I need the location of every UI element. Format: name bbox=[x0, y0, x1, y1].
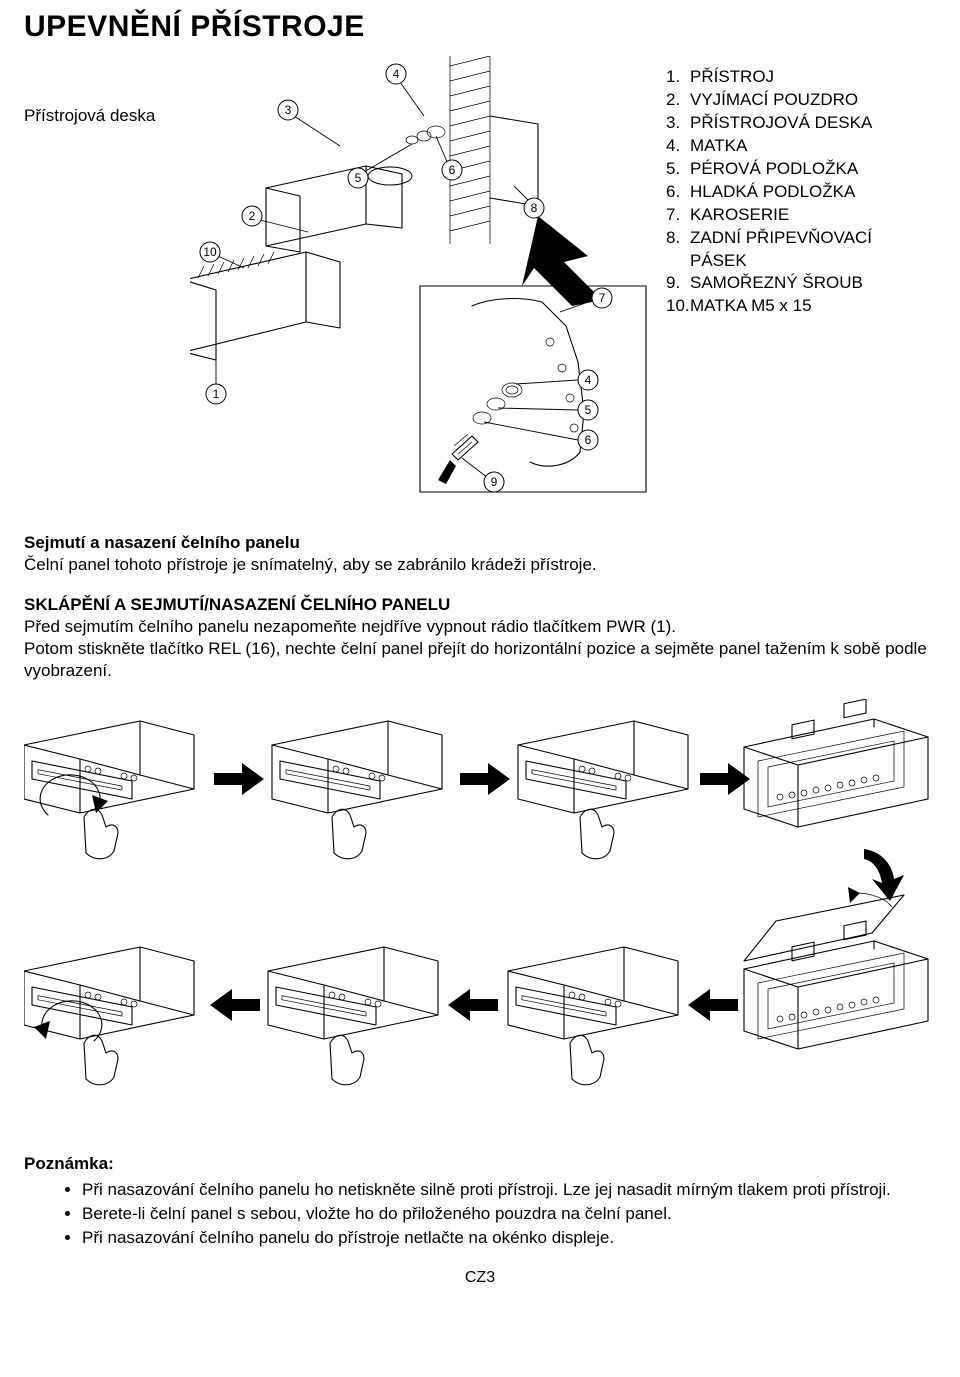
removal-body: Čelní panel tohoto přístroje je snímatel… bbox=[24, 554, 936, 576]
svg-text:5: 5 bbox=[355, 171, 362, 185]
svg-text:8: 8 bbox=[531, 201, 538, 215]
page-footer: CZ3 bbox=[24, 1269, 936, 1287]
page-title: UPEVNĚNÍ PŘÍSTROJE bbox=[24, 10, 936, 44]
svg-text:7: 7 bbox=[599, 291, 606, 305]
folding-body1: Před sejmutím čelního panelu nezapomeňte… bbox=[24, 616, 936, 638]
svg-text:6: 6 bbox=[449, 163, 456, 177]
folding-heading: SKLÁPĚNÍ A SEJMUTÍ/NASAZENÍ ČELNÍHO PANE… bbox=[24, 594, 936, 616]
sequence-diagram bbox=[24, 699, 936, 1129]
svg-text:3: 3 bbox=[285, 103, 292, 117]
diagram-left-label: Přístrojová deska bbox=[24, 56, 174, 126]
installation-diagram: 1 2 3 4 5 6 8 10 7 4 5 6 bbox=[190, 56, 650, 496]
svg-text:4: 4 bbox=[393, 67, 400, 81]
svg-text:9: 9 bbox=[491, 475, 498, 489]
svg-text:10: 10 bbox=[203, 245, 217, 259]
callout-group-main: 1 2 3 4 5 6 8 10 bbox=[200, 64, 544, 404]
svg-text:4: 4 bbox=[585, 373, 592, 387]
section-removal: Sejmutí a nasazení čelního panelu Čelní … bbox=[24, 532, 936, 576]
note-label: Poznámka: bbox=[24, 1154, 114, 1173]
callout-group-detail: 7 4 5 6 9 bbox=[484, 288, 612, 492]
note-item: Při nasazování čelního panelu ho netiskn… bbox=[82, 1179, 936, 1201]
section-folding: SKLÁPĚNÍ A SEJMUTÍ/NASAZENÍ ČELNÍHO PANE… bbox=[24, 594, 936, 682]
removal-heading: Sejmutí a nasazení čelního panelu bbox=[24, 532, 936, 554]
svg-text:1: 1 bbox=[213, 387, 220, 401]
parts-legend: 1.PŘÍSTROJ 2.VYJÍMACÍ POUZDRO 3.PŘÍSTROJ… bbox=[666, 56, 936, 318]
svg-text:5: 5 bbox=[585, 403, 592, 417]
note-section: Poznámka: Při nasazování čelního panelu … bbox=[24, 1153, 936, 1249]
folding-body2: Potom stiskněte tlačítko REL (16), necht… bbox=[24, 638, 936, 682]
note-list: Při nasazování čelního panelu ho netiskn… bbox=[24, 1179, 936, 1249]
top-section: Přístrojová deska bbox=[24, 56, 936, 496]
svg-text:6: 6 bbox=[585, 433, 592, 447]
svg-text:2: 2 bbox=[249, 209, 256, 223]
note-item: Při nasazování čelního panelu do přístro… bbox=[82, 1227, 936, 1249]
note-item: Berete-li čelní panel s sebou, vložte ho… bbox=[82, 1203, 936, 1225]
